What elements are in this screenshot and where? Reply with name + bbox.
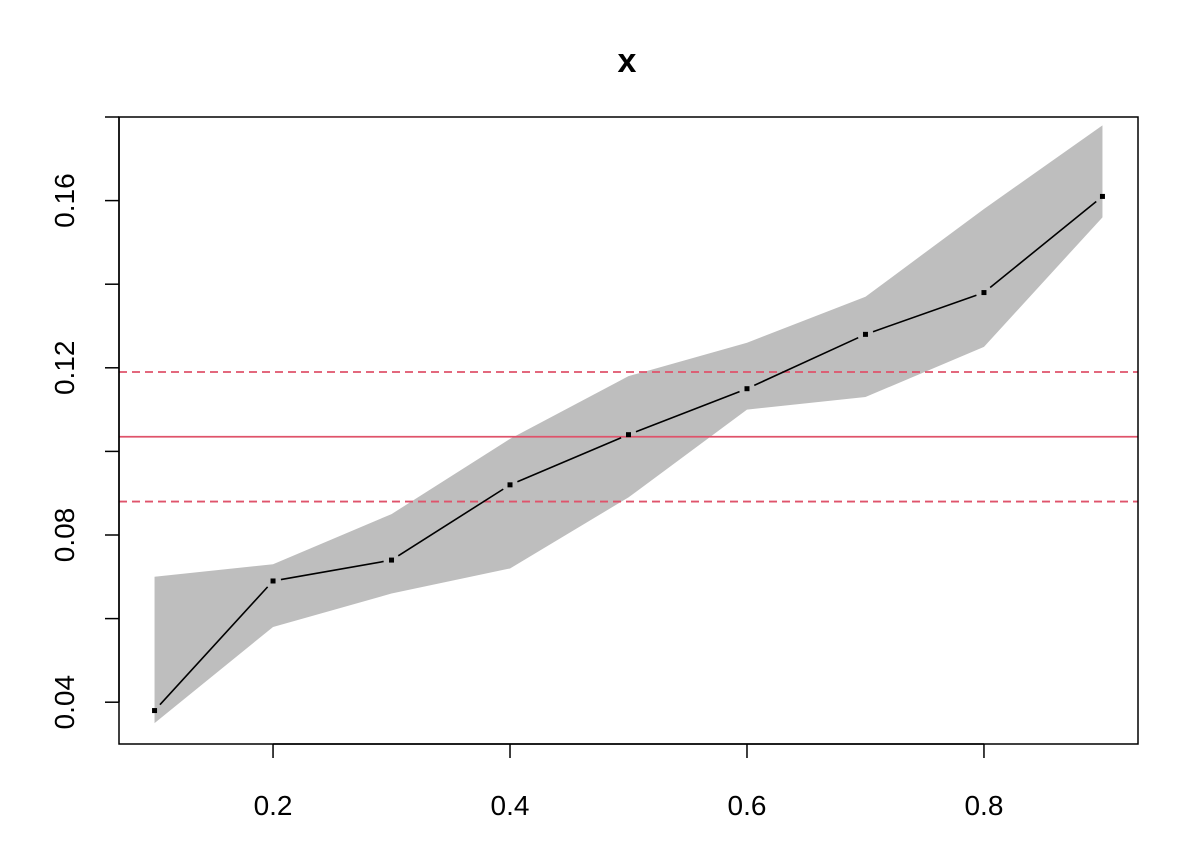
series-segment (635, 390, 740, 433)
data-point (389, 557, 395, 563)
series-segment (159, 586, 269, 706)
data-point (270, 578, 276, 584)
y-tick-label: 0.08 (49, 508, 80, 563)
confidence-band-layer (154, 125, 1103, 724)
confidence-band (154, 125, 1103, 724)
x-tick-label: 0.2 (254, 790, 293, 821)
chart-title: x (618, 42, 637, 80)
x-tick-label: 0.6 (728, 790, 767, 821)
x-tick-label: 0.8 (964, 790, 1003, 821)
y-tick-label: 0.12 (49, 341, 80, 396)
data-point (507, 482, 513, 488)
series-segment (517, 437, 622, 483)
series-layer (152, 193, 1105, 714)
series-segment (872, 294, 977, 333)
series-segment (753, 336, 859, 387)
data-point (626, 432, 631, 438)
data-point (152, 708, 158, 714)
y-tick-label: 0.04 (49, 675, 80, 730)
y-axis: 0.04 0.08 0.12 0.16 (49, 116, 120, 730)
series-segment (397, 488, 504, 557)
y-tick-label: 0.16 (49, 173, 80, 228)
series-segment (989, 200, 1097, 289)
data-point (744, 386, 750, 392)
data-point (862, 331, 868, 337)
x-axis: 0.2 0.4 0.6 0.8 (254, 743, 1003, 821)
x-tick-label: 0.4 (491, 790, 530, 821)
data-point (1099, 193, 1105, 199)
series-segment (280, 560, 384, 581)
data-point (981, 290, 987, 296)
